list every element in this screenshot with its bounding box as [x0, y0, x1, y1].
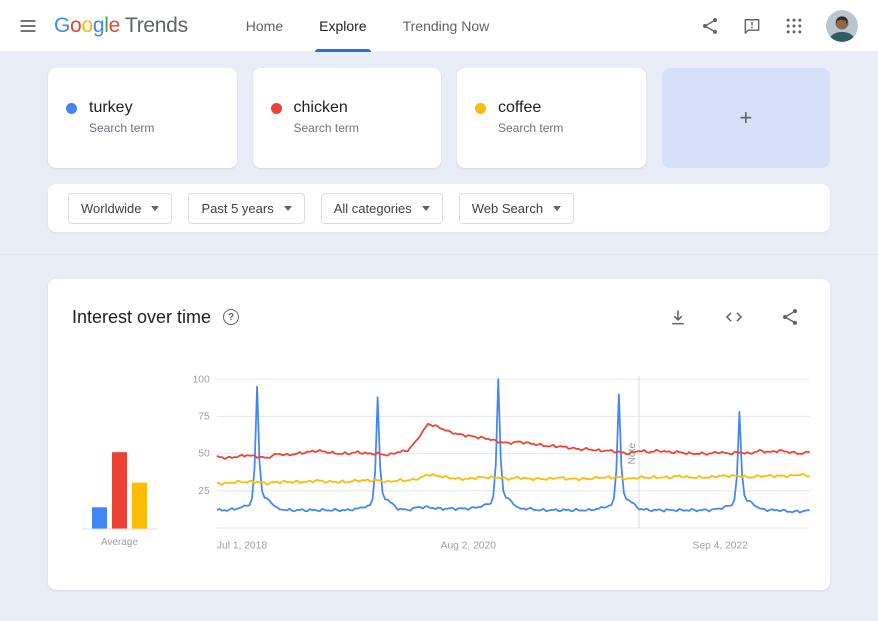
feedback-icon[interactable]	[736, 10, 768, 42]
download-icon[interactable]	[662, 301, 694, 333]
filter-region-dropdown[interactable]: Worldwide	[68, 192, 173, 224]
svg-text:25: 25	[198, 486, 210, 497]
filter-time-range-dropdown[interactable]: Past 5 years	[188, 192, 305, 224]
plus-icon: +	[739, 105, 753, 130]
series-color-dot	[66, 102, 77, 114]
filter-category-dropdown[interactable]: All categories	[320, 192, 443, 224]
series-color-dot	[270, 102, 282, 114]
svg-text:Average: Average	[101, 537, 139, 548]
svg-text:75: 75	[198, 412, 210, 423]
logo-letter: l	[104, 13, 109, 37]
average-plot: Average	[82, 452, 157, 548]
terms-row: turkey Search term chicken Search term c…	[48, 68, 830, 168]
term-type: Search term	[293, 121, 359, 135]
term-card-chicken[interactable]: chicken Search term	[252, 68, 441, 168]
share-icon[interactable]	[694, 10, 726, 42]
svg-text:Note: Note	[627, 443, 638, 465]
share-icon[interactable]	[774, 301, 806, 333]
filter-search-type-dropdown[interactable]: Web Search	[458, 192, 575, 224]
filters-bar: Worldwide Past 5 years All categories We…	[48, 184, 830, 232]
card-title: Interest over time	[72, 306, 212, 327]
logo-letter: g	[92, 13, 105, 37]
logo-letter: o	[81, 13, 93, 37]
embed-icon[interactable]	[718, 301, 750, 333]
logo-letter: e	[108, 13, 121, 37]
avatar[interactable]	[826, 9, 858, 42]
logo-letter: G	[54, 13, 71, 37]
interest-over-time-plot[interactable]: 25 50 75 100 Note Jul 1, 2018 Aug 2, 2020 Sep 4…	[182, 369, 818, 574]
interest-over-time-section: Interest over time ?	[0, 255, 878, 591]
topbar-actions	[694, 9, 858, 42]
term-label: turkey	[89, 99, 133, 116]
nav-item-explore[interactable]: Explore	[301, 0, 384, 52]
term-label: chicken	[293, 99, 348, 116]
logo-product-name: Trends	[124, 13, 188, 37]
card-header: Interest over time ?	[48, 279, 830, 333]
svg-text:Aug 2, 2020: Aug 2, 2020	[441, 541, 497, 552]
chevron-down-icon	[283, 205, 292, 211]
interest-over-time-card: Interest over time ?	[48, 279, 830, 591]
logo-letter: o	[70, 13, 82, 37]
svg-text:Jul 1, 2018: Jul 1, 2018	[217, 541, 267, 552]
main-nav: Home Explore Trending Now	[228, 0, 507, 52]
term-label: coffee	[498, 99, 542, 116]
term-type: Search term	[498, 121, 564, 135]
filter-label: All categories	[333, 200, 412, 216]
svg-text:50: 50	[198, 449, 210, 460]
help-icon[interactable]: ?	[223, 309, 240, 325]
help-glyph: ?	[228, 311, 235, 323]
card-actions	[662, 301, 806, 333]
nav-item-trending-now[interactable]: Trending Now	[402, 17, 490, 34]
filter-label: Past 5 years	[201, 200, 274, 216]
average-bar-chart: Average	[72, 374, 182, 574]
chart-row: Average 25 50 75 100 Note Jul 1, 2018 Aug 2, 2…	[48, 333, 830, 574]
filter-label: Worldwide	[81, 200, 142, 216]
term-card-coffee[interactable]: coffee Search term	[457, 68, 646, 168]
chevron-down-icon	[553, 205, 562, 211]
apps-grid-icon[interactable]	[778, 10, 810, 42]
term-card-turkey[interactable]: turkey Search term	[48, 68, 237, 168]
filter-label: Web Search	[471, 200, 544, 216]
add-comparison-button[interactable]: +	[661, 68, 830, 168]
query-section: turkey Search term chicken Search term c…	[0, 52, 878, 255]
nav-item-home[interactable]: Home	[245, 17, 284, 34]
chevron-down-icon	[421, 205, 430, 211]
svg-text:100: 100	[193, 374, 210, 385]
series-color-dot	[475, 102, 486, 114]
svg-text:Sep 4, 2022: Sep 4, 2022	[693, 541, 749, 552]
hamburger-menu-icon[interactable]	[12, 10, 44, 42]
term-type: Search term	[89, 121, 155, 135]
interest-over-time-chart: 25 50 75 100 Note Jul 1, 2018 Aug 2, 2020 Sep 4…	[182, 369, 818, 574]
chevron-down-icon	[151, 205, 160, 211]
